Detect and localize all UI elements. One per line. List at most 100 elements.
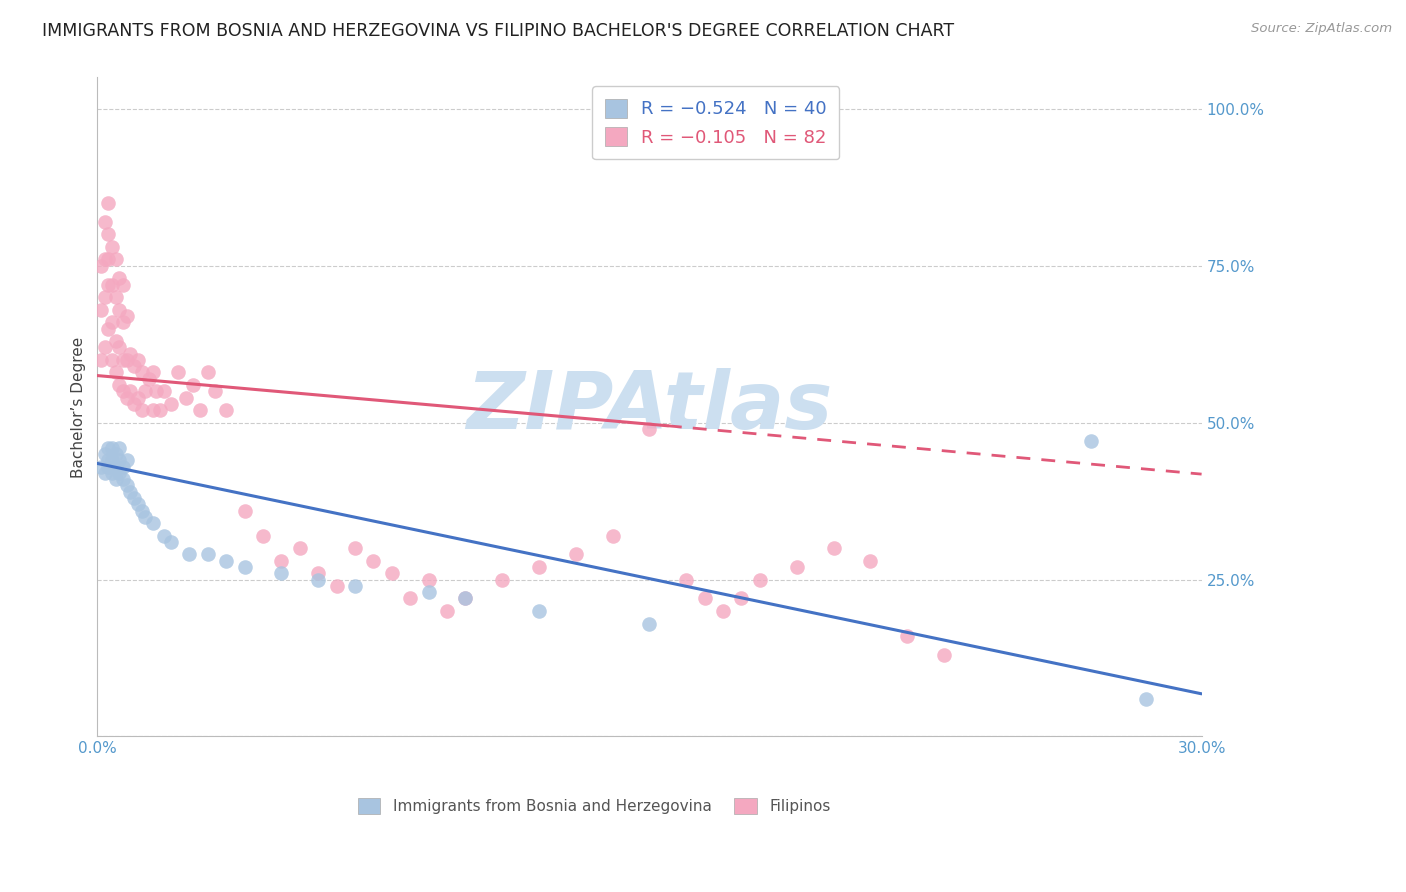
Point bbox=[112, 277, 135, 292]
Point bbox=[142, 366, 165, 380]
Point bbox=[112, 472, 135, 486]
Point bbox=[97, 459, 120, 474]
Point bbox=[122, 359, 145, 374]
Point bbox=[748, 573, 770, 587]
Point bbox=[134, 384, 156, 399]
Point bbox=[190, 403, 212, 417]
Point bbox=[97, 441, 120, 455]
Point bbox=[120, 484, 142, 499]
Point bbox=[381, 566, 404, 581]
Point bbox=[127, 352, 149, 367]
Point bbox=[145, 384, 167, 399]
Point bbox=[152, 528, 174, 542]
Point bbox=[142, 403, 165, 417]
Point bbox=[179, 548, 201, 562]
Y-axis label: Bachelor’s Degree: Bachelor’s Degree bbox=[72, 336, 86, 477]
Point bbox=[108, 378, 131, 392]
Point bbox=[142, 516, 165, 530]
Point bbox=[786, 560, 808, 574]
Point bbox=[638, 616, 661, 631]
Point bbox=[325, 579, 347, 593]
Point bbox=[932, 648, 955, 662]
Point bbox=[454, 591, 477, 606]
Point bbox=[675, 573, 697, 587]
Point bbox=[90, 302, 112, 317]
Point bbox=[93, 447, 115, 461]
Point bbox=[101, 240, 124, 254]
Point bbox=[730, 591, 752, 606]
Point bbox=[101, 315, 124, 329]
Point bbox=[108, 271, 131, 285]
Point bbox=[131, 366, 153, 380]
Point bbox=[112, 315, 135, 329]
Point bbox=[363, 554, 385, 568]
Point bbox=[108, 340, 131, 354]
Point bbox=[1080, 434, 1102, 449]
Point bbox=[436, 604, 458, 618]
Point bbox=[215, 403, 238, 417]
Point bbox=[527, 560, 550, 574]
Point bbox=[108, 453, 131, 467]
Point bbox=[93, 215, 115, 229]
Point bbox=[693, 591, 716, 606]
Point bbox=[174, 391, 197, 405]
Point bbox=[602, 528, 624, 542]
Point bbox=[101, 466, 124, 480]
Point bbox=[160, 535, 183, 549]
Point bbox=[131, 503, 153, 517]
Point bbox=[418, 585, 440, 599]
Point bbox=[93, 340, 115, 354]
Point bbox=[112, 352, 135, 367]
Point bbox=[104, 290, 127, 304]
Point bbox=[343, 541, 366, 556]
Point bbox=[711, 604, 734, 618]
Point bbox=[134, 509, 156, 524]
Point bbox=[197, 366, 219, 380]
Point bbox=[120, 346, 142, 360]
Point bbox=[127, 497, 149, 511]
Point bbox=[104, 472, 127, 486]
Point bbox=[307, 566, 329, 581]
Point bbox=[215, 554, 238, 568]
Point bbox=[101, 441, 124, 455]
Point bbox=[197, 548, 219, 562]
Point bbox=[104, 366, 127, 380]
Point bbox=[97, 252, 120, 267]
Point bbox=[418, 573, 440, 587]
Point bbox=[120, 384, 142, 399]
Point bbox=[101, 453, 124, 467]
Point bbox=[138, 372, 160, 386]
Point bbox=[97, 196, 120, 211]
Point bbox=[527, 604, 550, 618]
Point bbox=[112, 384, 135, 399]
Point bbox=[115, 453, 138, 467]
Point bbox=[343, 579, 366, 593]
Text: ZIPAtlas: ZIPAtlas bbox=[467, 368, 832, 446]
Point bbox=[288, 541, 311, 556]
Point bbox=[108, 302, 131, 317]
Point bbox=[181, 378, 204, 392]
Point bbox=[122, 397, 145, 411]
Point bbox=[1135, 691, 1157, 706]
Point bbox=[104, 252, 127, 267]
Point bbox=[112, 459, 135, 474]
Point bbox=[115, 391, 138, 405]
Point bbox=[90, 259, 112, 273]
Point bbox=[454, 591, 477, 606]
Point bbox=[307, 573, 329, 587]
Point bbox=[122, 491, 145, 505]
Point bbox=[233, 503, 256, 517]
Point bbox=[131, 403, 153, 417]
Point bbox=[97, 321, 120, 335]
Point bbox=[638, 422, 661, 436]
Point bbox=[491, 573, 513, 587]
Point bbox=[115, 352, 138, 367]
Point bbox=[565, 548, 588, 562]
Point bbox=[108, 466, 131, 480]
Point bbox=[93, 290, 115, 304]
Point bbox=[270, 566, 292, 581]
Point bbox=[270, 554, 292, 568]
Point bbox=[93, 252, 115, 267]
Point bbox=[104, 334, 127, 348]
Point bbox=[93, 466, 115, 480]
